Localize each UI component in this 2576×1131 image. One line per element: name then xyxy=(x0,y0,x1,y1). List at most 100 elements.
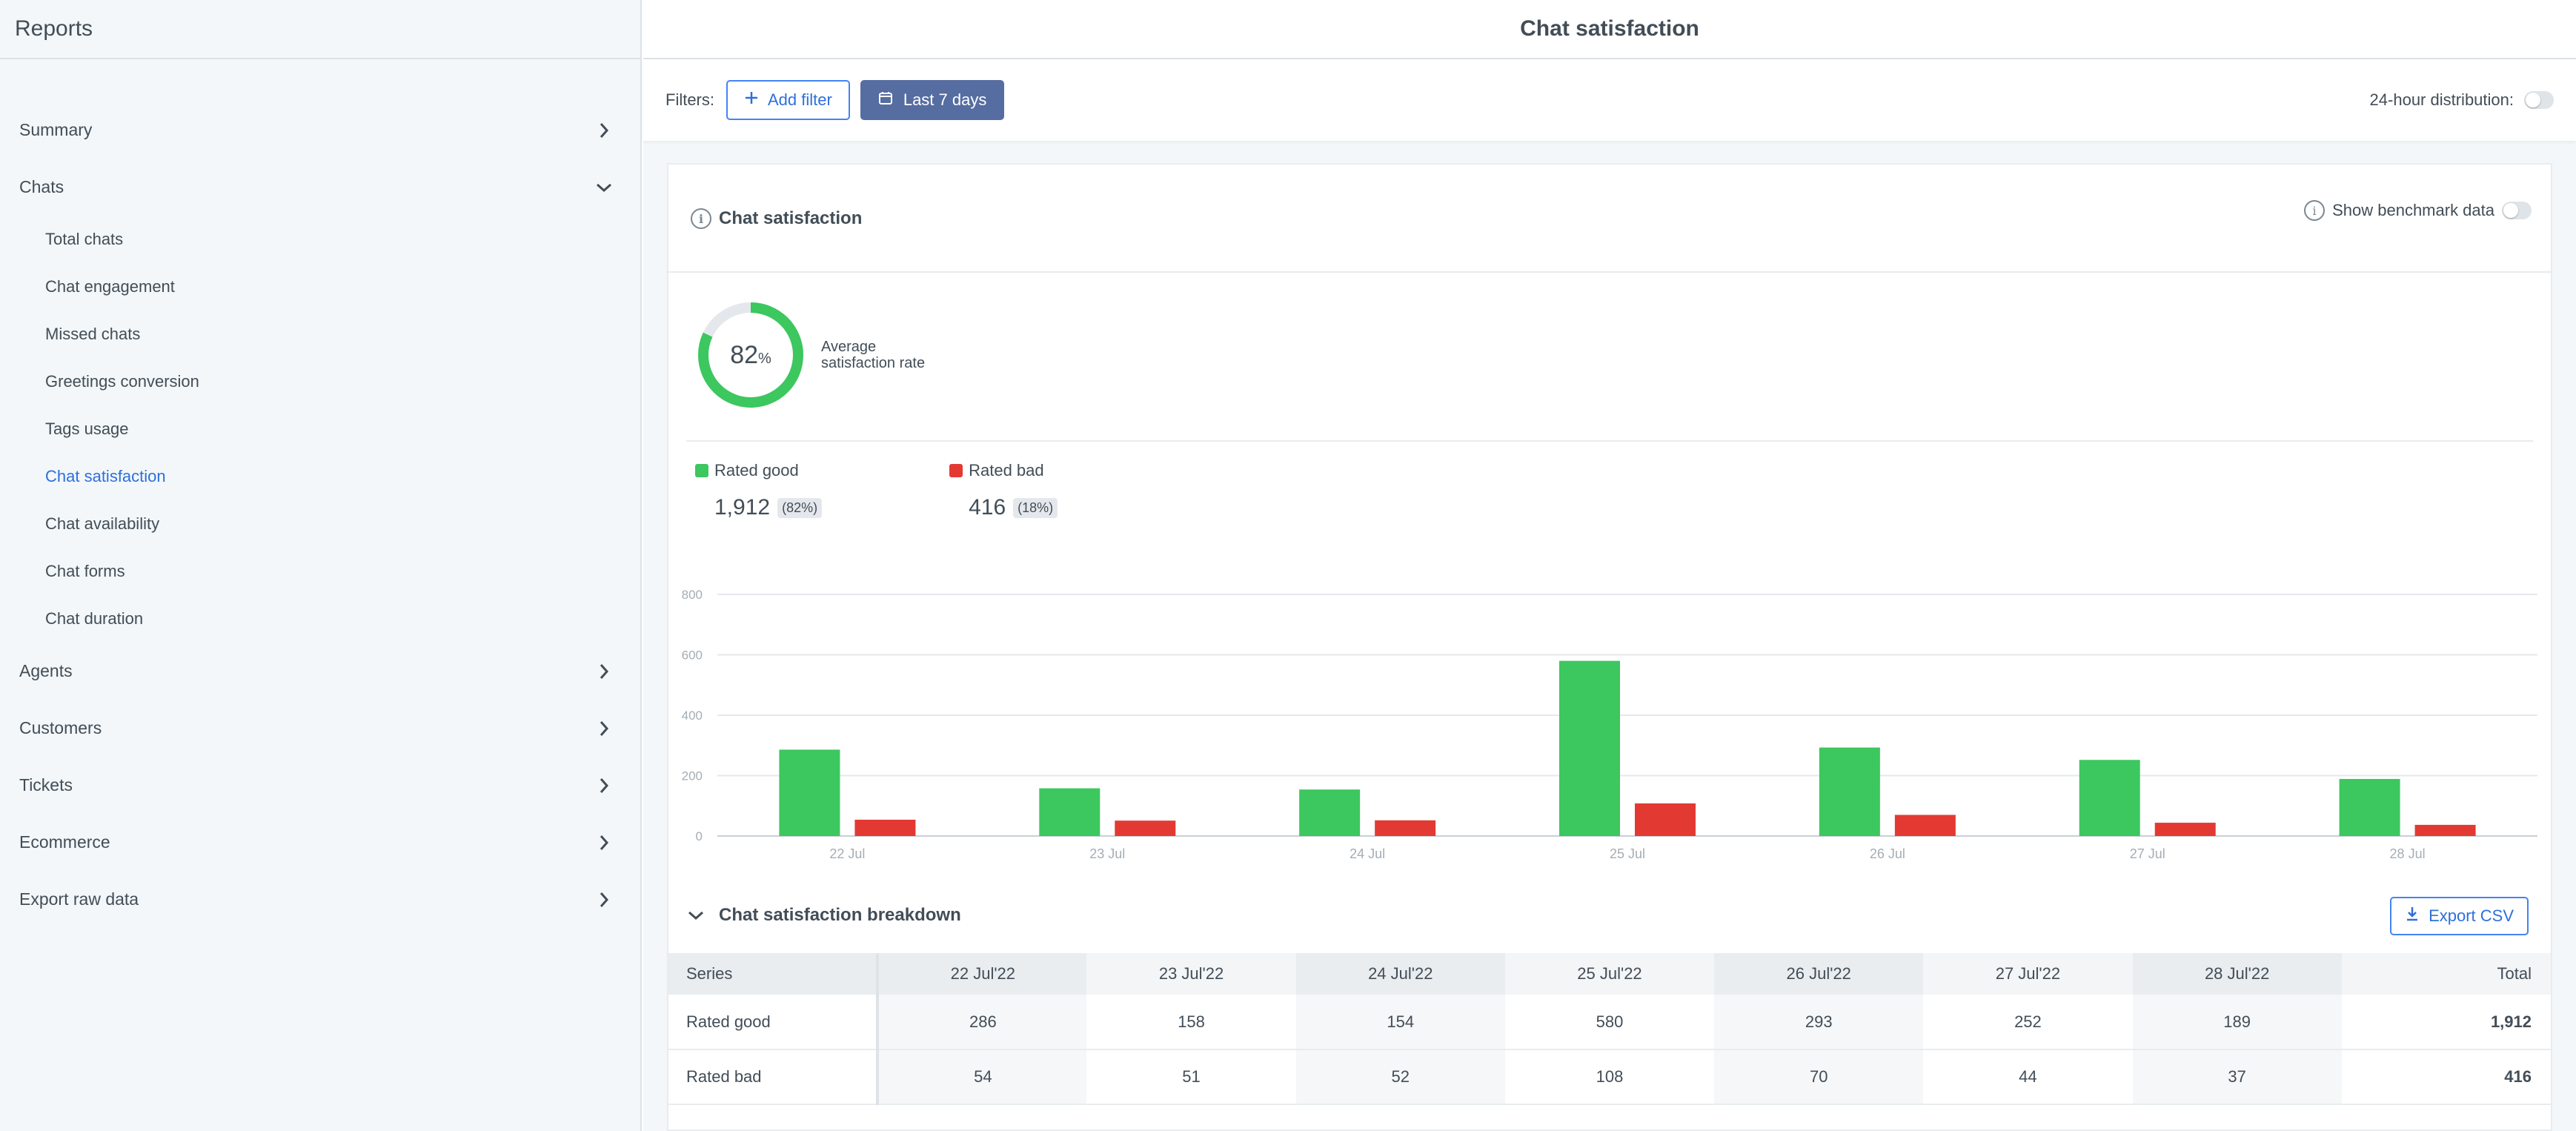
chats-submenu: Total chats Chat engagement Missed chats Gr… xyxy=(0,216,640,643)
bar-rated-bad[interactable] xyxy=(1894,815,1956,836)
distribution-toggle[interactable] xyxy=(2524,91,2554,109)
sidebar-subitem[interactable]: Chat forms xyxy=(45,562,125,580)
bar-rated-bad[interactable] xyxy=(854,819,916,836)
nav-item-label: Export raw data xyxy=(19,889,139,909)
donut-chart: 82 % xyxy=(697,301,805,409)
table-cell: 70 xyxy=(1714,1049,1924,1104)
nav-item[interactable]: Customers xyxy=(0,700,640,757)
chevron-down-icon xyxy=(596,179,612,196)
nav-item[interactable]: Export raw data xyxy=(0,871,640,928)
table-header-cell: 22 Jul'22 xyxy=(877,953,1087,995)
info-icon[interactable]: i xyxy=(2304,200,2326,221)
nav-item[interactable]: Agents xyxy=(0,643,640,700)
sidebar-subitem[interactable]: Tags usage xyxy=(45,419,129,438)
chevron-right-icon xyxy=(596,122,612,139)
table-cell: 293 xyxy=(1714,995,1924,1049)
legend-value: 416 xyxy=(969,495,1006,520)
chevron-right-icon xyxy=(596,892,612,908)
benchmark-toggle[interactable] xyxy=(2502,202,2532,219)
bar-rated-bad[interactable] xyxy=(1115,820,1176,836)
x-tick-label: 26 Jul xyxy=(1870,846,1905,861)
export-csv-button[interactable]: Export CSV xyxy=(2390,897,2529,935)
y-tick-label: 600 xyxy=(682,649,703,663)
bar-rated-bad[interactable] xyxy=(2154,823,2216,836)
table-cell: Rated good xyxy=(668,995,880,1049)
chevron-right-icon xyxy=(596,663,612,680)
rate-value: 82 xyxy=(730,340,759,369)
bar-rated-good[interactable] xyxy=(779,749,840,836)
nav-item-summary[interactable]: Summary xyxy=(0,102,640,159)
bar-rated-good[interactable] xyxy=(1819,747,1880,836)
x-tick-label: 23 Jul xyxy=(1089,846,1125,861)
table-header-cell: 23 Jul'22 xyxy=(1086,953,1296,995)
sidebar: Reports Summary Chats Total chats Chat en… xyxy=(0,0,642,1131)
bar-chart: 0 200 400 600 800 22 Jul 23 Jul 24 Jul 25 Jul 26 … xyxy=(682,588,2537,861)
sidebar-subitem[interactable]: Chat satisfaction xyxy=(45,467,166,485)
sidebar-subitem[interactable]: Missed chats xyxy=(45,325,141,343)
sidebar-subitem[interactable]: Chat engagement xyxy=(45,277,175,296)
collapse-chevron-icon[interactable] xyxy=(688,905,704,926)
table-cell: 416 xyxy=(2504,1067,2532,1086)
x-tick-label: 24 Jul xyxy=(1350,846,1385,861)
nav-item[interactable]: Tickets xyxy=(0,757,640,814)
legend-swatch xyxy=(949,464,963,477)
nav-item[interactable]: Ecommerce xyxy=(0,814,640,871)
sidebar-subitem[interactable]: Chat availability xyxy=(45,514,160,533)
table-header-row: Series 22 Jul'22 23 Jul'22 24 Jul'22 25 Jul'… xyxy=(668,953,2551,995)
add-filter-button[interactable]: Add filter xyxy=(726,80,850,120)
chevron-right-icon xyxy=(596,720,612,737)
plus-icon xyxy=(744,90,759,110)
y-tick-label: 400 xyxy=(682,709,703,723)
satisfaction-card: i Chat satisfaction i Show benchmark dat… xyxy=(667,163,2552,1131)
bar-rated-good[interactable] xyxy=(2079,760,2140,836)
bar-rated-good[interactable] xyxy=(1039,788,1101,836)
bar-rated-good[interactable] xyxy=(1299,789,1361,836)
filters-bar: Filters: Add filter Last 7 days 24-hour … xyxy=(643,59,2576,141)
bar-rated-good[interactable] xyxy=(1559,660,1620,836)
nav-item-label: Chats xyxy=(19,177,64,196)
bar-rated-bad[interactable] xyxy=(1635,803,1696,836)
sidebar-subitem[interactable]: Total chats xyxy=(45,230,124,248)
date-range-button[interactable]: Last 7 days xyxy=(860,80,1005,120)
nav-item-label: Agents xyxy=(19,661,73,680)
table-cell: 252 xyxy=(2014,1012,2042,1031)
nav-item-label: Tickets xyxy=(19,775,73,795)
bar-rated-bad[interactable] xyxy=(1375,820,1436,836)
nav-item-label: Ecommerce xyxy=(19,832,110,852)
table-cell: Rated bad xyxy=(668,1049,880,1104)
table-header-cell: 24 Jul'22 xyxy=(1295,953,1505,995)
table-header-cell: 25 Jul'22 xyxy=(1504,953,1715,995)
legend-percent: (18%) xyxy=(1013,497,1058,518)
x-tick-label: 28 Jul xyxy=(2390,846,2426,861)
breakdown-title: Chat satisfaction breakdown xyxy=(719,905,961,925)
add-filter-label: Add filter xyxy=(768,90,832,109)
sidebar-subitem[interactable]: Chat duration xyxy=(45,609,144,628)
rate-label-line2: satisfaction rate xyxy=(821,355,926,371)
x-tick-label: 22 Jul xyxy=(829,846,865,861)
bar-rated-bad[interactable] xyxy=(2414,824,2476,836)
legend-rated-bad[interactable]: Rated bad 416 (18%) xyxy=(949,461,1058,520)
bar-rated-good[interactable] xyxy=(2339,778,2400,836)
distribution-setting: 24-hour distribution: xyxy=(2370,90,2554,110)
satisfaction-rate: 82 % Average satisfaction rate xyxy=(697,301,925,409)
table-header-cell: 28 Jul'22 xyxy=(2132,953,2342,995)
sidebar-header: Reports xyxy=(0,0,640,59)
legend-rated-good[interactable]: Rated good 1,912 (82%) xyxy=(695,461,823,520)
breakdown-table: Series 22 Jul'22 23 Jul'22 24 Jul'22 25 Jul'… xyxy=(668,953,2551,1105)
x-tick-label: 25 Jul xyxy=(1610,846,1645,861)
nav-item-chats[interactable]: Chats xyxy=(0,159,640,216)
page-title: Chat satisfaction xyxy=(1520,16,1699,41)
sidebar-subitem[interactable]: Greetings conversion xyxy=(45,372,199,391)
table-cell: 54 xyxy=(877,1049,1087,1104)
breakdown-section: Chat satisfaction breakdown Export CSV S… xyxy=(668,878,2551,1131)
info-icon[interactable]: i xyxy=(691,208,711,229)
legend-value: 1,912 xyxy=(714,495,771,520)
table-header-cell: Series xyxy=(668,953,880,995)
y-tick-label: 200 xyxy=(682,769,703,783)
rate-symbol: % xyxy=(758,350,771,367)
table-cell: 580 xyxy=(1596,1012,1624,1031)
download-icon xyxy=(2405,906,2420,926)
table-row: Rated bad 54 51 52 108 70 44 37 416 xyxy=(668,1049,2551,1104)
chart-legend: Rated good 1,912 (82%) Rated bad 416 (18%) xyxy=(695,461,1058,520)
distribution-label: 24-hour distribution: xyxy=(2369,90,2514,109)
